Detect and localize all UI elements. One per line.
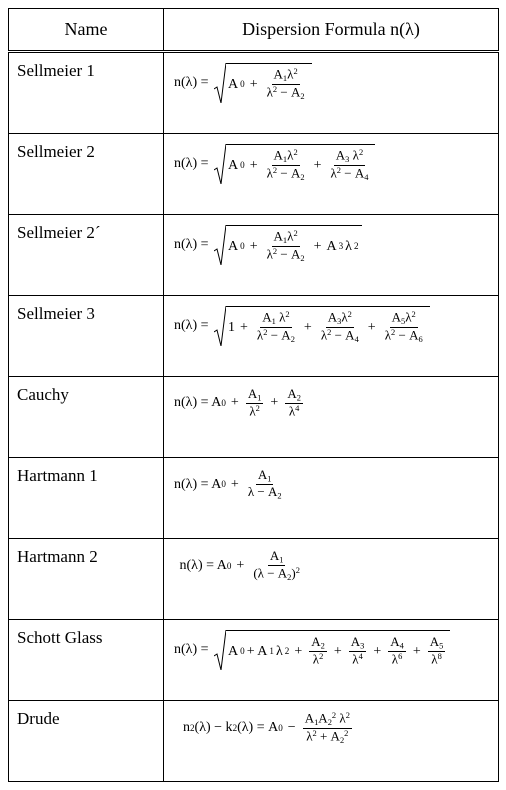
row-name: Cauchy: [9, 377, 164, 458]
table-row: Sellmeier 3 n(λ) = 1+ A1 λ2λ2 − A2 + A3λ…: [9, 296, 499, 377]
row-formula: n(λ) = A0+ A1λ2 + A2λ4: [164, 377, 499, 458]
table-row: Cauchy n(λ) = A0+ A1λ2 + A2λ4: [9, 377, 499, 458]
row-name: Hartmann 2: [9, 539, 164, 620]
table-row: Schott Glass n(λ) = A0 + A1λ2+ A2λ2+ A3λ…: [9, 620, 499, 701]
row-name: Sellmeier 2´: [9, 215, 164, 296]
row-formula: n(λ) = A0+ A1λ2λ2 − A2: [164, 52, 499, 134]
row-name: Drude: [9, 701, 164, 782]
table-row: Sellmeier 2 n(λ) = A0+ A1λ2λ2 − A2 + A3 …: [9, 134, 499, 215]
row-name: Sellmeier 2: [9, 134, 164, 215]
row-name: Sellmeier 3: [9, 296, 164, 377]
row-formula: n(λ) = A0+ A1λ − A2: [164, 458, 499, 539]
table-row: Drude n2(λ) − k2(λ) = A0− A1A22 λ2λ2 + A…: [9, 701, 499, 782]
header-name: Name: [9, 9, 164, 52]
row-formula: n(λ) = A0+ A1(λ − A2)2: [164, 539, 499, 620]
row-name: Schott Glass: [9, 620, 164, 701]
table-row: Sellmeier 2´ n(λ) = A0+ A1λ2λ2 − A2 +A3 …: [9, 215, 499, 296]
row-formula: n(λ) = A0+ A1λ2λ2 − A2 + A3 λ2λ2 − A4: [164, 134, 499, 215]
table-row: Sellmeier 1 n(λ) = A0+ A1λ2λ2 − A2: [9, 52, 499, 134]
row-formula: n(λ) = A0+ A1λ2λ2 − A2 +A3 λ2: [164, 215, 499, 296]
table-row: Hartmann 1 n(λ) = A0+ A1λ − A2: [9, 458, 499, 539]
row-formula: n(λ) = 1+ A1 λ2λ2 − A2 + A3λ2λ2 − A4 + A…: [164, 296, 499, 377]
row-name: Sellmeier 1: [9, 52, 164, 134]
row-formula: n(λ) = A0 + A1λ2+ A2λ2+ A3λ4+ A4λ6+ A5λ8: [164, 620, 499, 701]
row-formula: n2(λ) − k2(λ) = A0− A1A22 λ2λ2 + A22: [164, 701, 499, 782]
header-formula: Dispersion Formula n(λ): [164, 9, 499, 52]
dispersion-table: Name Dispersion Formula n(λ) Sellmeier 1…: [8, 8, 499, 782]
table-row: Hartmann 2 n(λ) = A0+ A1(λ − A2)2: [9, 539, 499, 620]
row-name: Hartmann 1: [9, 458, 164, 539]
